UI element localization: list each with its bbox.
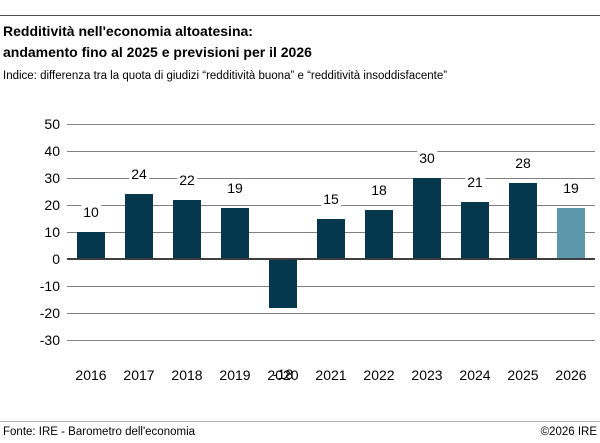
bar-2020 — [269, 259, 297, 308]
chart-footer: Fonte: IRE - Barometro dell'economia ©20… — [0, 425, 600, 441]
y-axis-label-50: 50 — [44, 116, 60, 132]
grid-line-30 — [67, 178, 595, 179]
bar-2024 — [461, 202, 489, 259]
bar-value-label-2018: 22 — [177, 172, 197, 188]
grid-line-40 — [67, 151, 595, 152]
x-axis-label-2023: 2023 — [411, 367, 443, 383]
bar-value-label-2025: 28 — [513, 155, 533, 171]
y-axis-label-10: 10 — [44, 224, 60, 240]
bar-2022 — [365, 210, 393, 259]
y-axis-label-0: 0 — [52, 251, 60, 267]
footer-divider — [0, 421, 600, 422]
x-axis-label-2026: 2026 — [555, 367, 587, 383]
chart-title-line1: Redditività nell'economia altoatesina: — [3, 23, 253, 39]
x-axis-label-2021: 2021 — [315, 367, 347, 383]
bar-value-label-2024: 21 — [465, 174, 485, 190]
bar-2023 — [413, 178, 441, 259]
bar-value-label-2019: 19 — [225, 180, 245, 196]
grid-line--10 — [67, 286, 595, 287]
bar-value-label-2016: 10 — [81, 204, 101, 220]
grid-line--20 — [67, 313, 595, 314]
chart-header: Redditività nell'economia altoatesina: a… — [3, 21, 597, 84]
y-axis-label--30: -30 — [39, 332, 60, 348]
copyright-note: ©2026 IRE — [540, 426, 597, 438]
x-axis-label-2022: 2022 — [363, 367, 395, 383]
x-axis-label-2018: 2018 — [171, 367, 203, 383]
grid-line--30 — [67, 340, 595, 341]
bar-value-label-2021: 15 — [321, 191, 341, 207]
bar-2018 — [173, 200, 201, 259]
bar-value-label-2017: 24 — [129, 166, 149, 182]
bar-2019 — [221, 208, 249, 259]
bar-value-label-2020: -18 — [270, 366, 296, 382]
chart-title-line2: andamento fino al 2025 e previsioni per … — [3, 44, 312, 60]
grid-line-50 — [67, 124, 595, 125]
bar-2021 — [317, 219, 345, 260]
x-axis-label-2017: 2017 — [123, 367, 155, 383]
bar-value-label-2023: 30 — [417, 150, 437, 166]
y-axis-label-20: 20 — [44, 197, 60, 213]
bar-value-label-2026: 19 — [561, 180, 581, 196]
top-divider — [0, 15, 600, 16]
chart-subtitle: Indice: differenza tra la quota di giudi… — [3, 70, 448, 82]
bar-2017 — [125, 194, 153, 259]
y-axis-label--10: -10 — [39, 278, 60, 294]
bar-value-label-2022: 18 — [369, 182, 389, 198]
x-axis-label-2025: 2025 — [507, 367, 539, 383]
x-axis-label-2024: 2024 — [459, 367, 491, 383]
y-axis-label-40: 40 — [44, 143, 60, 159]
y-axis-label-30: 30 — [44, 170, 60, 186]
bar-2025 — [509, 183, 537, 259]
x-axis-label-2016: 2016 — [75, 367, 107, 383]
source-note: Fonte: IRE - Barometro dell'economia — [3, 426, 196, 438]
x-axis-label-2020: 2020 — [267, 367, 299, 383]
bar-2016 — [77, 232, 105, 259]
y-axis-label--20: -20 — [39, 305, 60, 321]
zero-axis-line — [67, 258, 595, 260]
x-axis-label-2019: 2019 — [219, 367, 251, 383]
bar-2026 — [557, 208, 585, 259]
